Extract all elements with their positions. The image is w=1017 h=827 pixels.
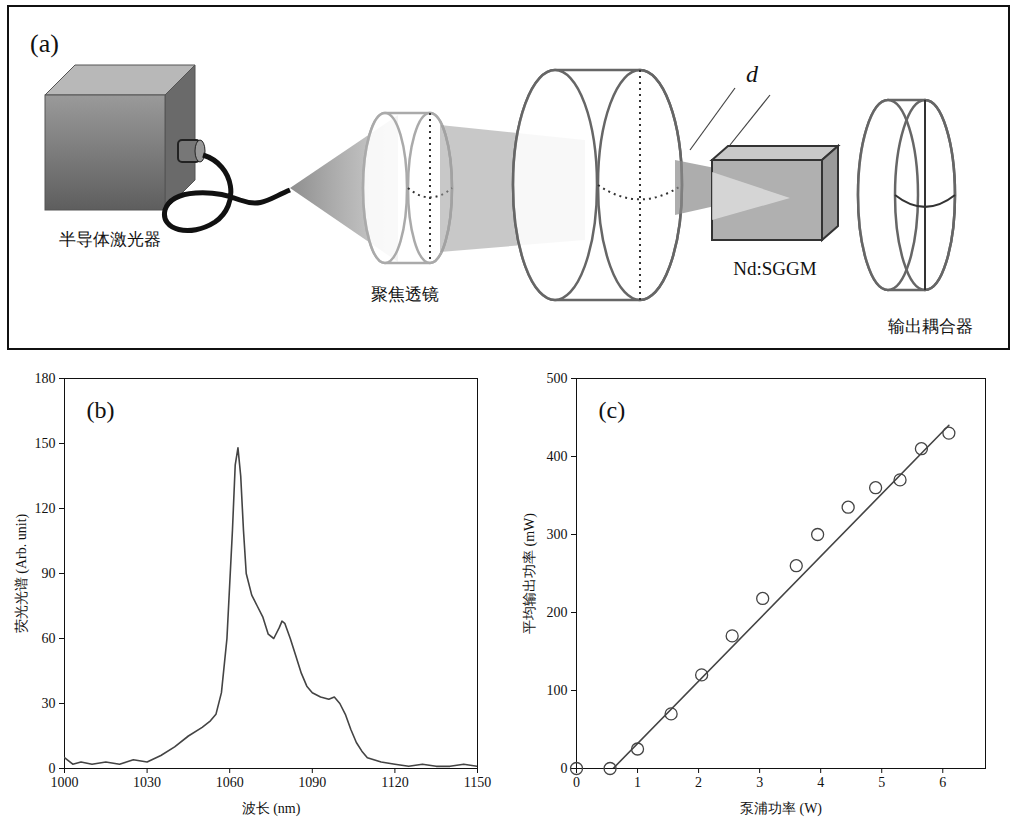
svg-text:1000: 1000 [51, 775, 79, 790]
svg-text:平均输出功率 (mW): 平均输出功率 (mW) [522, 513, 538, 634]
svg-text:Nd:SGGM: Nd:SGGM [733, 258, 817, 279]
svg-text:1120: 1120 [381, 775, 408, 790]
svg-text:(c): (c) [599, 397, 626, 423]
svg-text:1030: 1030 [133, 775, 161, 790]
svg-text:60: 60 [42, 631, 56, 646]
svg-text:150: 150 [35, 436, 56, 451]
svg-text:(b): (b) [87, 397, 115, 423]
svg-text:1150: 1150 [464, 775, 491, 790]
svg-text:输出耦合器: 输出耦合器 [888, 317, 973, 336]
svg-text:120: 120 [35, 501, 56, 516]
svg-text:波长 (nm): 波长 (nm) [242, 801, 301, 817]
svg-text:3: 3 [756, 775, 763, 790]
svg-text:2: 2 [695, 775, 702, 790]
svg-text:0: 0 [561, 761, 568, 776]
svg-text:d: d [746, 61, 759, 87]
svg-text:4: 4 [817, 775, 824, 790]
svg-text:180: 180 [35, 371, 56, 386]
svg-text:90: 90 [42, 566, 56, 581]
svg-text:荧光光谱 (Arb. unit): 荧光光谱 (Arb. unit) [14, 513, 30, 633]
svg-text:0: 0 [573, 775, 580, 790]
svg-text:100: 100 [547, 683, 568, 698]
svg-text:半导体激光器: 半导体激光器 [59, 230, 161, 249]
svg-text:泵浦功率 (W): 泵浦功率 (W) [740, 801, 822, 817]
svg-text:聚焦透镜: 聚焦透镜 [371, 285, 439, 304]
svg-text:200: 200 [547, 605, 568, 620]
svg-text:6: 6 [939, 775, 946, 790]
svg-text:(a): (a) [30, 29, 59, 58]
svg-text:0: 0 [49, 761, 56, 776]
svg-text:5: 5 [878, 775, 885, 790]
svg-text:1: 1 [634, 775, 641, 790]
svg-text:1090: 1090 [298, 775, 326, 790]
svg-text:500: 500 [547, 371, 568, 386]
svg-text:400: 400 [547, 449, 568, 464]
svg-text:1060: 1060 [216, 775, 244, 790]
svg-text:300: 300 [547, 527, 568, 542]
svg-text:30: 30 [42, 696, 56, 711]
